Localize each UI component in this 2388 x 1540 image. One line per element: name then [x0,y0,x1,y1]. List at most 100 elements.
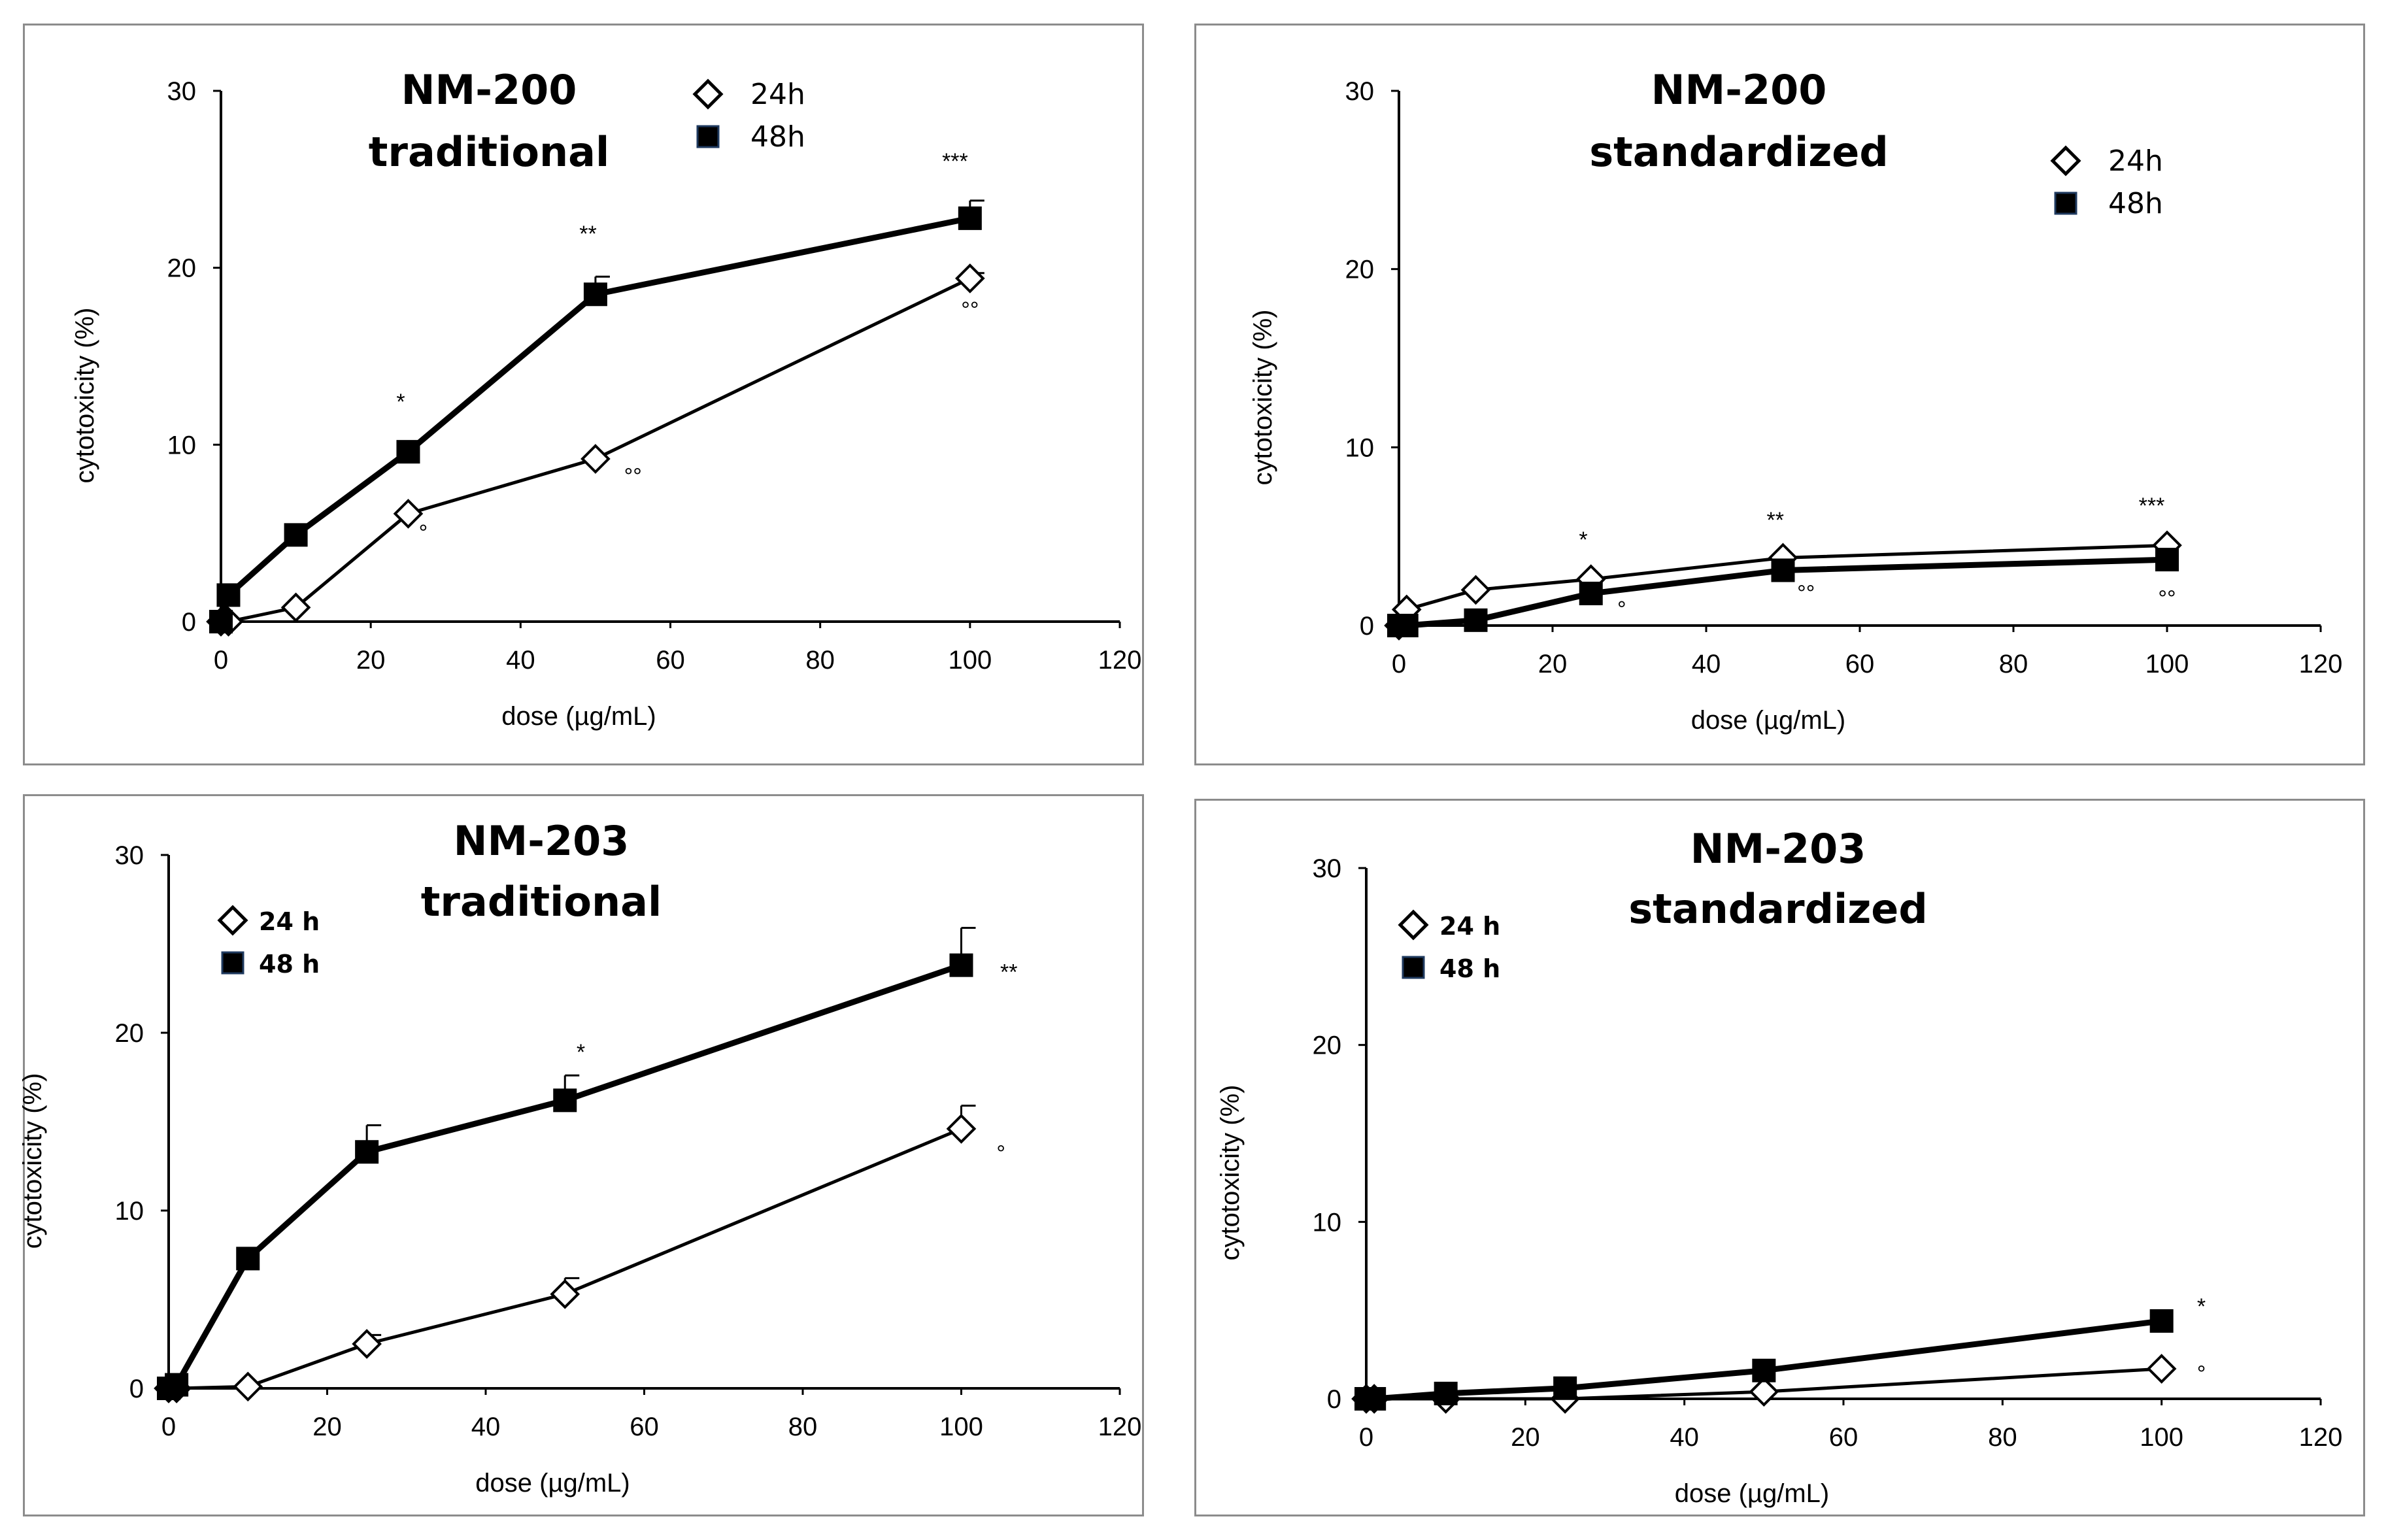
data-point-square [1362,1387,1387,1411]
significance-annotation: ° [996,1141,1005,1166]
data-point-square [216,583,241,607]
data-point-diamond [233,1371,263,1402]
significance-annotation: ** [1767,508,1784,533]
y-tick-label: 0 [1360,612,1374,641]
chart-nm203-standardized: NM-203 standardized 0 10 20 30 0 20 40 60 80 100 120… [1216,825,2342,1508]
y-tick-label: 30 [167,77,197,106]
legend-label: 48 h [1439,954,1500,983]
x-tick-label: 0 [1392,650,1406,678]
data-point-diamond [1460,575,1491,605]
chart-nm200-standardized: NM-200 standardized 0 10 20 30 0 20 40 60 80 100 120… [1249,66,2342,735]
x-axis-label: dose (µg/mL) [501,702,656,731]
x-tick-label: 0 [214,646,228,675]
x-tick-label: 40 [471,1413,501,1441]
legend-marker-square [1402,956,1425,979]
significance-annotation: ° [419,520,428,545]
data-point-diamond [352,1329,382,1359]
chart-panel-nm203-standardized: NM-203 standardized 0 10 20 30 0 20 40 60 80 100 120… [1194,799,2365,1516]
legend-label: 24h [750,78,805,111]
chart-title-line: NM-203 [454,817,630,865]
data-point-square [1752,1358,1776,1382]
significance-annotation: °° [1797,581,1815,606]
x-tick-label: 80 [1988,1423,2017,1452]
chart-title-line: traditional [369,128,609,176]
data-point-square [2155,548,2179,572]
x-tick-label: 120 [1098,1413,1142,1441]
x-tick-label: 60 [630,1413,659,1441]
y-tick-label: 20 [115,1019,144,1048]
y-tick-label: 10 [167,431,197,460]
x-tick-label: 20 [1538,650,1568,678]
y-tick-label: 20 [1313,1031,1342,1060]
data-point-square [553,1088,577,1113]
data-point-square [1579,581,1603,605]
data-point-diamond [550,1279,580,1309]
legend-marker-square [696,125,720,148]
y-tick-label: 10 [1345,433,1375,462]
significance-annotation: * [396,390,405,414]
legend-marker-diamond [2050,145,2081,176]
significance-annotation: ** [579,222,596,246]
x-axis-label: dose (µg/mL) [1675,1479,1829,1508]
legend-label: 24 h [259,907,320,936]
chart-nm203-traditional: NM-203 traditional 0 10 20 30 0 20 40 60 80 100 120 d… [18,817,1142,1498]
x-tick-label: 60 [656,646,685,675]
y-tick-label: 10 [115,1197,144,1226]
data-point-square [1394,614,1419,637]
significance-annotation: °° [2158,586,2176,611]
x-tick-label: 80 [1999,650,2028,678]
legend-label: 24 h [1439,912,1500,941]
data-point-square [165,1373,189,1397]
x-tick-label: 40 [1670,1423,1699,1452]
data-point-square [1771,558,1795,582]
data-point-square [583,282,607,307]
legend-label: 48h [2108,187,2163,220]
data-point-square [284,523,308,547]
chart-panel-nm203-traditional: NM-203 traditional 0 10 20 30 0 20 40 60 80 100 120 d… [18,794,1144,1516]
chart-nm200-traditional: NM-200 traditional 0 10 20 30 0 20 40 60 80 100 120 d… [71,66,1142,731]
legend-marker-square [2054,192,2077,215]
x-tick-label: 80 [805,646,835,675]
data-point-diamond [955,263,985,293]
chart-title-line: NM-200 [1651,66,1827,114]
chart-title-line: NM-203 [1690,825,1866,873]
x-tick-label: 100 [2145,650,2189,678]
x-tick-label: 120 [1098,646,1142,675]
legend-marker-diamond [1398,909,1429,941]
significance-annotation: °° [961,297,979,322]
x-tick-label: 80 [788,1413,818,1441]
significance-annotation: °° [624,464,642,489]
legend-marker-diamond [217,905,248,936]
significance-annotation: ** [1000,960,1017,984]
chart-panel-nm200-traditional: NM-200 traditional 0 10 20 30 0 20 40 60 80 100 120 d… [23,24,1144,765]
y-tick-label: 30 [115,841,144,870]
x-tick-label: 0 [161,1413,176,1441]
data-point-diamond [2146,1354,2177,1384]
y-tick-label: 0 [1327,1385,1341,1414]
data-point-diamond [580,444,611,474]
legend-marker-diamond [692,78,724,110]
chart-title-line: NM-200 [401,66,577,114]
x-axis-label: dose (µg/mL) [475,1469,630,1498]
x-tick-label: 60 [1829,1423,1858,1452]
x-tick-label: 20 [356,646,386,675]
significance-annotation: ° [2197,1362,2206,1386]
y-axis-label: cytotoxicity (%) [71,308,99,484]
data-point-square [2149,1309,2174,1333]
x-tick-label: 100 [948,646,992,675]
data-point-square [1434,1381,1458,1405]
chart-panel-nm200-standardized: NM-200 standardized 0 10 20 30 0 20 40 60 80 100 120… [1194,24,2365,765]
x-tick-label: 60 [1845,650,1875,678]
y-axis-label: cytotoxicity (%) [1249,310,1277,486]
legend-label: 24h [2108,144,2163,178]
data-point-square [396,440,420,464]
x-tick-label: 20 [1511,1423,1540,1452]
data-point-square [236,1247,260,1271]
data-point-diamond [393,499,424,529]
data-point-square [1464,608,1488,632]
x-tick-label: 100 [939,1413,983,1441]
x-tick-label: 40 [1692,650,1721,678]
data-point-square [355,1140,379,1164]
series-line-24h [169,1127,962,1390]
data-point-square [958,206,982,230]
